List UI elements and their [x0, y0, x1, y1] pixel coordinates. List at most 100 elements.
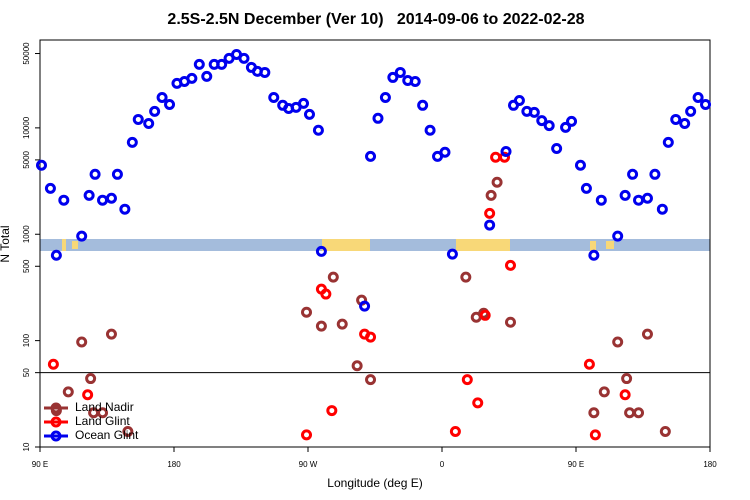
point — [62, 386, 74, 398]
point — [132, 113, 144, 125]
point — [566, 115, 578, 127]
point — [439, 146, 451, 158]
point — [499, 151, 511, 163]
point — [351, 360, 363, 372]
point — [551, 142, 563, 154]
point — [513, 94, 525, 106]
point — [633, 194, 645, 206]
point — [627, 168, 639, 180]
point — [598, 386, 610, 398]
point — [394, 66, 406, 78]
point — [259, 66, 271, 78]
point — [479, 309, 491, 321]
point — [164, 98, 176, 110]
point — [528, 106, 540, 118]
x-tick-label: 180 — [167, 460, 181, 469]
point — [97, 407, 109, 419]
point — [298, 97, 310, 109]
point — [504, 259, 516, 271]
point — [35, 159, 47, 171]
point — [301, 306, 313, 318]
point — [312, 124, 324, 136]
point — [595, 194, 607, 206]
point — [326, 405, 338, 417]
point — [588, 407, 600, 419]
point — [359, 300, 371, 312]
point — [85, 373, 97, 385]
point — [372, 112, 384, 124]
chart-title: 2.5S-2.5N December (Ver 10) 2014-09-06 t… — [167, 11, 584, 28]
point — [472, 397, 484, 409]
point — [76, 336, 88, 348]
point — [89, 168, 101, 180]
x-tick-label: 180 — [703, 460, 717, 469]
point — [201, 70, 213, 82]
y-tick-label: 1000 — [22, 225, 31, 243]
legend-marker — [50, 416, 62, 428]
point — [580, 182, 592, 194]
point — [700, 98, 712, 110]
x-tick-label: 90 W — [299, 460, 318, 469]
point — [186, 72, 198, 84]
point — [649, 168, 661, 180]
point — [105, 328, 117, 340]
point — [327, 271, 339, 283]
point — [387, 71, 399, 83]
x-tick-label: 0 — [440, 460, 445, 469]
point — [446, 248, 458, 260]
point — [143, 117, 155, 129]
x-tick-label: 90 E — [568, 460, 584, 469]
point — [624, 407, 636, 419]
point — [47, 358, 59, 370]
point — [149, 105, 161, 117]
point — [301, 429, 313, 441]
point — [365, 150, 377, 162]
x-tick-label: 90 E — [32, 460, 48, 469]
point — [633, 407, 645, 419]
y-tick-label: 5000 — [22, 150, 31, 168]
point — [268, 91, 280, 103]
y-tick-label: 50000 — [22, 42, 31, 65]
point — [679, 117, 691, 129]
point — [122, 425, 134, 437]
y-tick-label: 100 — [22, 333, 31, 347]
point — [336, 318, 348, 330]
point — [460, 271, 472, 283]
point — [449, 425, 461, 437]
point — [612, 230, 624, 242]
point — [641, 192, 653, 204]
point — [44, 182, 56, 194]
point — [193, 58, 205, 70]
point — [560, 121, 572, 133]
legend-marker — [50, 402, 62, 414]
point — [461, 374, 473, 386]
point — [156, 91, 168, 103]
point — [543, 120, 555, 132]
point — [315, 320, 327, 332]
point — [58, 194, 70, 206]
point — [50, 249, 62, 261]
point — [365, 374, 377, 386]
point — [621, 373, 633, 385]
point — [588, 249, 600, 261]
point — [619, 389, 631, 401]
point — [500, 145, 512, 157]
point — [504, 316, 516, 328]
point — [662, 136, 674, 148]
point — [659, 425, 671, 437]
point — [105, 192, 117, 204]
point — [126, 136, 138, 148]
legend-label: Land Nadir — [75, 400, 134, 414]
point — [379, 91, 391, 103]
point — [238, 52, 250, 64]
point — [641, 328, 653, 340]
point — [692, 91, 704, 103]
y-tick-label: 50 — [22, 368, 31, 377]
point — [685, 105, 697, 117]
y-tick-label: 10 — [22, 442, 31, 451]
point — [612, 336, 624, 348]
point — [303, 108, 315, 120]
point — [83, 189, 95, 201]
point — [97, 194, 109, 206]
